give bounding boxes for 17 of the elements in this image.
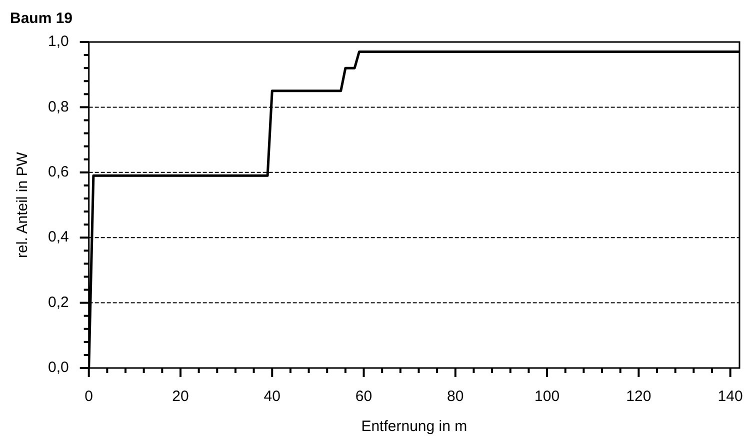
x-tick-label: 80	[447, 388, 464, 406]
chart-title: Baum 19	[10, 10, 73, 28]
y-tick-label: 1,0	[48, 33, 69, 50]
x-tick-label: 140	[718, 388, 743, 406]
x-tick-label: 20	[172, 388, 189, 406]
x-tick-label: 120	[626, 388, 652, 406]
y-tick-label: 0,4	[48, 228, 69, 246]
y-tick-label: 0,0	[48, 359, 69, 376]
x-tick-label: 40	[264, 388, 280, 406]
y-axis-title: rel. Anteil in PW	[14, 151, 32, 258]
y-tick-label: 0,8	[48, 98, 69, 116]
x-tick-label: 0	[84, 388, 94, 406]
x-tick-label: 60	[355, 388, 372, 406]
x-axis-title: Entfernung in m	[361, 418, 468, 436]
y-tick-label: 0,2	[48, 294, 69, 311]
y-tick-label: 0,6	[48, 164, 69, 181]
x-tick-label: 100	[534, 388, 560, 406]
